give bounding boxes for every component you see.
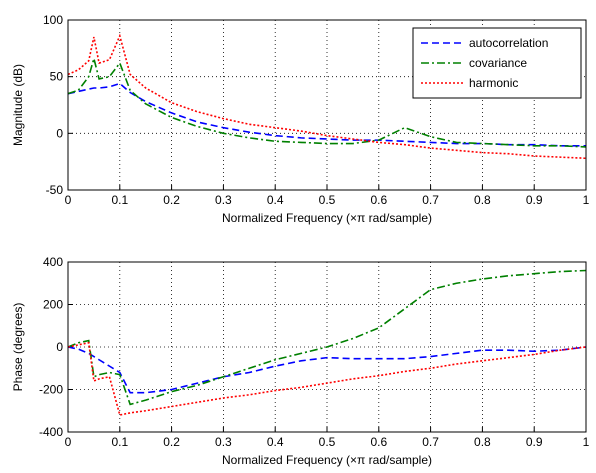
y-tick-label: 100 — [43, 13, 63, 27]
x-tick-label: 0.3 — [215, 193, 232, 207]
series-line — [67, 33, 587, 160]
x-tick-label: 0.9 — [526, 193, 543, 207]
y-tick-label: -50 — [46, 183, 64, 197]
y-tick-label: 50 — [50, 70, 64, 84]
x-tick-label: 0.2 — [163, 193, 180, 207]
y-tick-label: 0 — [56, 126, 63, 140]
x-tick-label: 0.4 — [267, 435, 284, 449]
legend-label: autocorrelation — [469, 36, 548, 50]
y-tick-label: 200 — [43, 298, 63, 312]
series-line — [67, 82, 586, 147]
legend-label: covariance — [469, 56, 527, 70]
series-line — [67, 346, 587, 394]
x-tick-label: 0 — [65, 435, 72, 449]
y-tick-label: -400 — [39, 425, 63, 439]
x-tick-label: 0.1 — [111, 193, 128, 207]
series-line — [67, 269, 587, 406]
x-tick-label: 0.3 — [215, 435, 232, 449]
x-tick-label: 0.2 — [163, 435, 180, 449]
x-tick-label: 0.5 — [319, 193, 336, 207]
series-line — [67, 55, 587, 148]
x-tick-label: 0.9 — [526, 435, 543, 449]
y-axis-label: Phase (degrees) — [11, 303, 25, 392]
x-tick-label: 0.4 — [267, 193, 284, 207]
y-tick-label: 400 — [43, 255, 63, 269]
x-tick-label: 1 — [583, 193, 590, 207]
x-tick-label: 0.8 — [474, 435, 491, 449]
x-tick-label: 0.6 — [370, 193, 387, 207]
y-tick-label: 0 — [56, 340, 63, 354]
axes-frame — [67, 261, 587, 433]
legend-label: harmonic — [469, 76, 518, 90]
y-tick-label: -200 — [39, 383, 63, 397]
axes-frame — [67, 19, 587, 191]
x-tick-label: 0.5 — [319, 435, 336, 449]
x-tick-label: 1 — [583, 435, 590, 449]
x-axis-label: Normalized Frequency (×π rad/sample) — [222, 211, 432, 225]
x-tick-label: 0 — [65, 193, 72, 207]
series-line — [67, 341, 587, 416]
x-tick-label: 0.1 — [111, 435, 128, 449]
x-tick-label: 0.7 — [422, 435, 439, 449]
x-axis-label: Normalized Frequency (×π rad/sample) — [222, 453, 432, 467]
x-tick-label: 0.8 — [474, 193, 491, 207]
x-tick-label: 0.7 — [422, 193, 439, 207]
y-axis-label: Magnitude (dB) — [11, 64, 25, 146]
x-tick-label: 0.6 — [370, 435, 387, 449]
